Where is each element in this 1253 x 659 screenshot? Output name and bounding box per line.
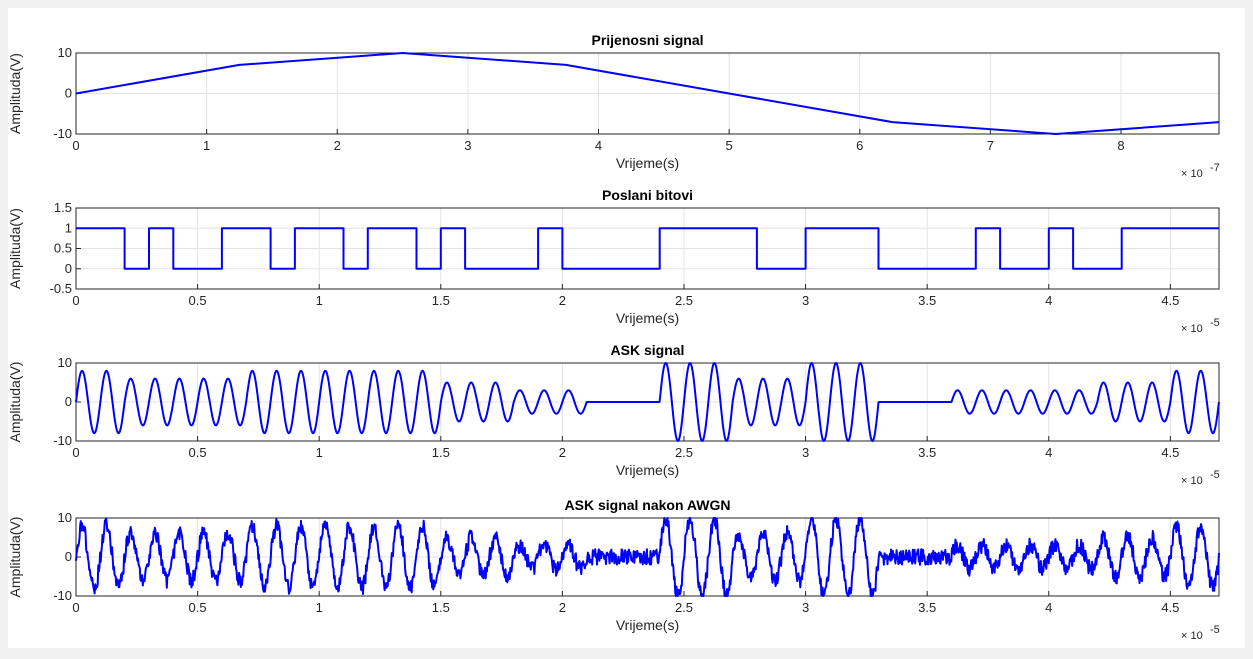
x-tick-label: 3: [802, 293, 809, 308]
x-tick-label: 3.5: [918, 445, 936, 460]
y-tick-label: 10: [58, 510, 72, 525]
y-axis-label: Amplituda(V): [7, 208, 23, 289]
y-axis-label: Amplituda(V): [7, 517, 23, 598]
x-axis-label: Vrijeme(s): [616, 155, 679, 171]
x-axis-label: Vrijeme(s): [616, 310, 679, 326]
x-tick-label: 2.5: [675, 293, 693, 308]
x-exponent-power: -5: [1210, 469, 1220, 481]
x-tick-label: 4.5: [1161, 445, 1179, 460]
y-tick-label: 0.5: [54, 241, 72, 256]
y-tick-label: 10: [58, 45, 72, 60]
x-tick-label: 0: [72, 138, 79, 153]
x-tick-label: 2: [334, 138, 341, 153]
x-tick-label: 2: [559, 445, 566, 460]
x-exponent-label: × 10: [1181, 630, 1203, 642]
x-exponent-label: × 10: [1181, 323, 1203, 335]
x-tick-label: 4: [595, 138, 602, 153]
y-axis-label: Amplituda(V): [7, 53, 23, 134]
y-tick-label: 0: [65, 86, 72, 101]
y-axis-label: Amplituda(V): [7, 362, 23, 443]
y-tick-label: 1.5: [54, 200, 72, 215]
x-tick-label: 1: [316, 600, 323, 615]
x-tick-label: 3.5: [918, 600, 936, 615]
x-tick-label: 6: [856, 138, 863, 153]
x-axis-label: Vrijeme(s): [616, 617, 679, 633]
x-tick-label: 0: [72, 600, 79, 615]
x-exponent-power: -5: [1210, 317, 1220, 329]
y-tick-label: -10: [53, 126, 72, 141]
x-tick-label: 3: [802, 600, 809, 615]
subplot-title: Prijenosni signal: [591, 32, 703, 48]
x-tick-label: 3: [464, 138, 471, 153]
y-tick-label: -10: [53, 588, 72, 603]
series-line: [75, 517, 1220, 597]
y-tick-label: -0.5: [50, 281, 72, 296]
x-tick-label: 2.5: [675, 600, 693, 615]
x-tick-label: 3: [802, 445, 809, 460]
x-tick-label: 2: [559, 600, 566, 615]
series-line: [75, 52, 1220, 135]
subplot-title: ASK signal: [611, 342, 685, 358]
x-tick-label: 0: [72, 445, 79, 460]
x-tick-label: 4: [1045, 293, 1052, 308]
x-tick-label: 1.5: [432, 445, 450, 460]
subplot-title: ASK signal nakon AWGN: [565, 497, 731, 513]
x-tick-label: 0: [72, 293, 79, 308]
x-tick-label: 4.5: [1161, 293, 1179, 308]
x-tick-label: 8: [1117, 138, 1124, 153]
x-exponent-power: -5: [1210, 624, 1220, 636]
x-exponent-label: × 10: [1181, 475, 1203, 487]
x-tick-label: 0.5: [189, 600, 207, 615]
series-line: [76, 227, 1219, 270]
y-tick-label: 1: [65, 220, 72, 235]
y-tick-label: -10: [53, 433, 72, 448]
x-tick-label: 1.5: [432, 293, 450, 308]
x-tick-label: 0.5: [189, 445, 207, 460]
subplot-title: Poslani bitovi: [602, 187, 693, 203]
x-tick-label: 2: [559, 293, 566, 308]
x-axis-label: Vrijeme(s): [616, 462, 679, 478]
y-tick-label: 10: [58, 355, 72, 370]
x-exponent-power: -7: [1210, 162, 1220, 174]
x-tick-label: 3.5: [918, 293, 936, 308]
x-exponent-label: × 10: [1181, 168, 1203, 180]
x-tick-label: 5: [726, 138, 733, 153]
axes-box: [75, 207, 1220, 290]
x-tick-label: 1: [316, 293, 323, 308]
x-tick-label: 0.5: [189, 293, 207, 308]
y-tick-label: 0: [65, 549, 72, 564]
x-tick-label: 1.5: [432, 600, 450, 615]
x-tick-label: 4: [1045, 600, 1052, 615]
x-tick-label: 1: [203, 138, 210, 153]
x-tick-label: 2.5: [675, 445, 693, 460]
x-tick-label: 1: [316, 445, 323, 460]
subplot-2: 0 0.5 1 1.5 2 2.5 3 3.5 4 4.5-0.500.511.5Poslani …: [7, 187, 1220, 335]
x-tick-label: 7: [987, 138, 994, 153]
y-tick-label: 0: [65, 261, 72, 276]
x-tick-label: 4.5: [1161, 600, 1179, 615]
y-tick-label: 0: [65, 394, 72, 409]
x-tick-label: 4: [1045, 445, 1052, 460]
series-line: [75, 362, 1220, 442]
